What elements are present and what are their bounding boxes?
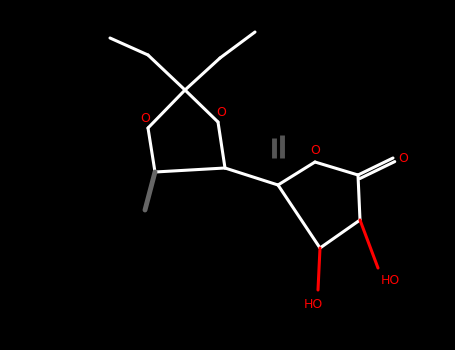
Text: HO: HO [303, 298, 323, 310]
Text: O: O [310, 144, 320, 156]
Text: O: O [216, 105, 226, 119]
Text: HO: HO [380, 273, 399, 287]
Text: O: O [398, 152, 408, 164]
Text: O: O [140, 112, 150, 125]
